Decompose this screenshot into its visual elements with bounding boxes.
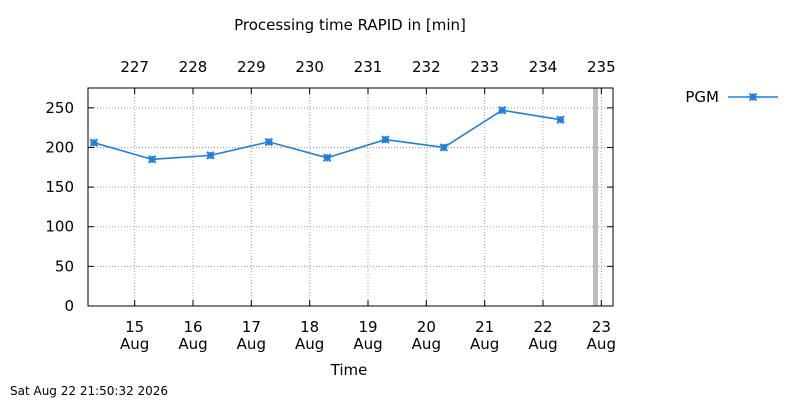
data-point-marker <box>748 92 758 102</box>
x-axis-label: Time <box>330 361 368 379</box>
x-tick-label-day: 16 <box>183 318 202 336</box>
x-top-tick-label: 227 <box>120 58 149 76</box>
x-top-tick-label: 232 <box>412 58 441 76</box>
x-tick-label-month: Aug <box>412 335 441 353</box>
legend-label-pgm: PGM <box>685 88 719 106</box>
x-tick-label-month: Aug <box>470 335 499 353</box>
x-top-tick-label: 235 <box>587 58 616 76</box>
current-time-marker <box>593 88 598 306</box>
chart-title: Processing time RAPID in [min] <box>234 16 466 34</box>
y-tick-label: 0 <box>64 297 74 315</box>
y-tick-label: 50 <box>55 257 74 275</box>
x-tick-label-day: 22 <box>533 318 552 336</box>
x-top-tick-label: 228 <box>179 58 208 76</box>
data-point-marker <box>89 138 99 147</box>
legend: PGM <box>685 88 778 106</box>
data-point-marker <box>147 155 157 164</box>
data-point-marker <box>206 151 215 160</box>
x-tick-label-day: 18 <box>300 318 319 336</box>
timestamp-label: Sat Aug 22 21:50:32 2026 <box>10 384 168 398</box>
x-tick-label-month: Aug <box>295 335 324 353</box>
data-point-marker <box>497 105 507 115</box>
y-tick-label: 250 <box>45 99 74 117</box>
x-tick-label-day: 20 <box>417 318 436 336</box>
x-top-tick-label: 231 <box>354 58 383 76</box>
x-tick-label-day: 19 <box>358 318 377 336</box>
x-tick-label-day: 15 <box>125 318 144 336</box>
data-point-marker <box>439 143 449 152</box>
x-top-tick-label: 229 <box>237 58 266 76</box>
x-top-tick-label: 233 <box>470 58 499 76</box>
x-tick-label-day: 23 <box>592 318 611 336</box>
x-tick-label-month: Aug <box>528 335 557 353</box>
x-tick-label-day: 21 <box>475 318 494 336</box>
x-tick-label-month: Aug <box>178 335 207 353</box>
y-tick-label: 150 <box>45 178 74 196</box>
x-top-tick-label: 234 <box>529 58 558 76</box>
x-tick-label-month: Aug <box>120 335 149 353</box>
series-line-pgm <box>93 109 561 161</box>
x-top-tick-label: 230 <box>295 58 324 76</box>
data-point-marker <box>264 137 274 147</box>
y-tick-label: 100 <box>45 218 74 236</box>
data-point-marker <box>322 153 332 162</box>
x-tick-label-month: Aug <box>237 335 266 353</box>
data-point-marker <box>381 135 390 144</box>
y-tick-label: 200 <box>45 138 74 156</box>
plot-frame <box>87 87 614 307</box>
x-tick-label-day: 17 <box>242 318 261 336</box>
data-point-marker <box>556 115 565 124</box>
x-tick-label-month: Aug <box>587 335 616 353</box>
x-tick-label-month: Aug <box>353 335 382 353</box>
plot-area: 05010015020025015Aug22716Aug22817Aug2291… <box>45 58 616 353</box>
